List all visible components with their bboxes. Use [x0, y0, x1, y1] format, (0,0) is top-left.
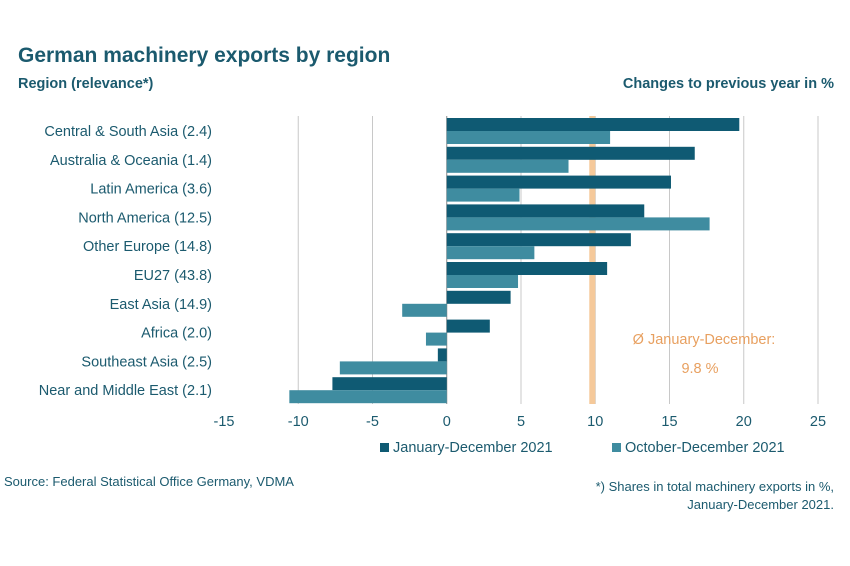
x-tick-label: 10	[587, 414, 603, 430]
bar-jan-dec	[446, 118, 740, 131]
chart-title: German machinery exports by region	[18, 44, 391, 67]
bar-oct-dec	[446, 275, 519, 288]
bar-oct-dec	[339, 361, 447, 375]
bar-oct-dec	[446, 131, 611, 144]
category-label: Central & South Asia (2.4)	[44, 124, 212, 140]
bar-jan-dec	[446, 175, 671, 189]
bar-jan-dec	[446, 204, 645, 218]
bar-oct-dec	[446, 188, 520, 202]
bar-jan-dec	[446, 262, 608, 275]
category-label: Southeast Asia (2.5)	[81, 354, 212, 370]
bar-jan-dec	[446, 319, 490, 333]
bar-jan-dec	[437, 348, 447, 362]
average-annotation-line-2: 9.8 %	[681, 361, 718, 377]
bar-jan-dec	[332, 377, 447, 391]
bar-oct-dec	[446, 217, 710, 231]
average-annotation-line-1: Ø January-December:	[633, 332, 776, 348]
footnote-line-1: *) Shares in total machinery exports in …	[595, 479, 834, 494]
legend-label: October-December 2021	[625, 440, 785, 456]
legend-label: January-December 2021	[393, 440, 553, 456]
x-tick-label: 15	[661, 414, 677, 430]
category-label: Other Europe (14.8)	[83, 239, 212, 255]
bar-oct-dec	[402, 303, 447, 317]
x-tick-label: -15	[214, 414, 235, 430]
legend-swatch	[612, 443, 621, 452]
category-label: East Asia (14.9)	[110, 297, 212, 313]
legend-swatch	[380, 443, 389, 452]
average-line	[589, 116, 596, 404]
x-tick-label: 5	[517, 414, 525, 430]
bar-oct-dec	[425, 332, 447, 346]
bar-jan-dec	[446, 233, 631, 247]
bar-oct-dec	[446, 246, 535, 260]
category-label: Latin America (3.6)	[90, 182, 212, 198]
source-note: Source: Federal Statistical Office Germa…	[4, 474, 294, 489]
footnote: *) Shares in total machinery exports in …	[596, 478, 834, 514]
category-label: Near and Middle East (2.1)	[39, 383, 212, 399]
category-label: Africa (2.0)	[141, 326, 212, 342]
category-label: North America (12.5)	[78, 210, 212, 226]
bar-oct-dec	[289, 390, 447, 404]
x-tick-label: 0	[443, 414, 451, 430]
x-tick-label: -10	[288, 414, 309, 430]
x-tick-label: 25	[810, 414, 826, 430]
bar-oct-dec	[446, 159, 569, 173]
category-label: Australia & Oceania (1.4)	[50, 153, 212, 169]
x-axis-title: Changes to previous year in %	[622, 76, 834, 92]
x-tick-label: 20	[736, 414, 752, 430]
footnote-line-2: January-December 2021.	[687, 497, 834, 512]
category-label: EU27 (43.8)	[134, 268, 212, 284]
bar-jan-dec	[446, 290, 511, 304]
x-tick-label: -5	[366, 414, 379, 430]
bar-jan-dec	[446, 146, 695, 160]
y-axis-title: Region (relevance*)	[18, 76, 154, 92]
